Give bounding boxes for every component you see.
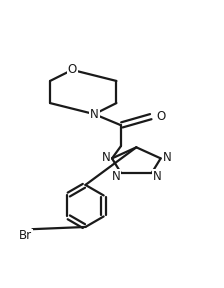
- Text: Br: Br: [19, 229, 32, 242]
- Text: O: O: [156, 110, 166, 123]
- Text: N: N: [111, 170, 120, 183]
- Text: N: N: [153, 170, 161, 183]
- Text: N: N: [101, 151, 110, 164]
- Text: N: N: [90, 108, 99, 121]
- Text: O: O: [68, 63, 77, 76]
- Text: N: N: [162, 151, 171, 164]
